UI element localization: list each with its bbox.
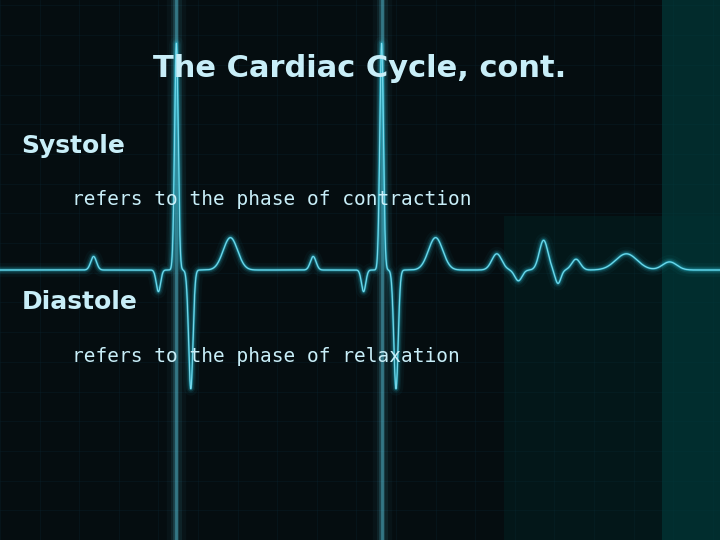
Bar: [662, 0, 720, 540]
Bar: [504, 216, 720, 540]
Text: refers to the phase of relaxation: refers to the phase of relaxation: [72, 347, 460, 366]
Text: Diastole: Diastole: [22, 291, 138, 314]
Text: refers to the phase of contraction: refers to the phase of contraction: [72, 190, 472, 210]
Text: The Cardiac Cycle, cont.: The Cardiac Cycle, cont.: [153, 54, 567, 83]
Text: Systole: Systole: [22, 134, 125, 158]
